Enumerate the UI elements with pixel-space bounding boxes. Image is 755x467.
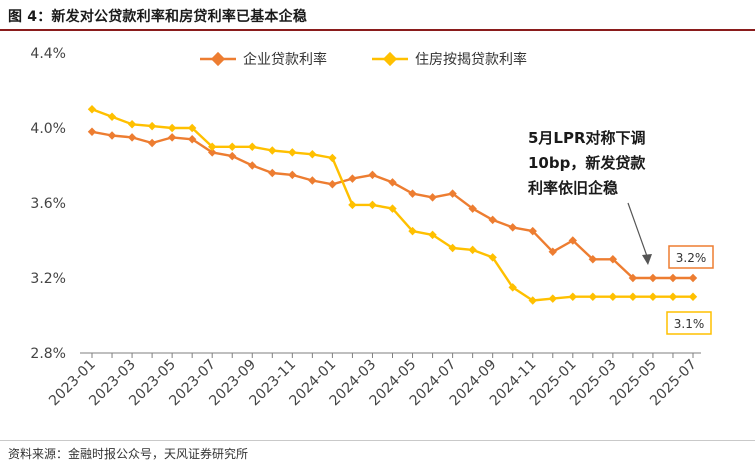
data-point-mortgage [348, 200, 357, 210]
legend-marker-mortgage [382, 51, 398, 67]
data-point-mortgage [588, 292, 598, 301]
data-point-mortgage [208, 142, 217, 151]
data-point-corporate [147, 138, 157, 148]
data-point-mortgage [288, 148, 297, 157]
data-point-corporate [107, 131, 117, 140]
data-point-mortgage [228, 142, 237, 151]
end-label-mortgage: 3.1% [666, 311, 712, 335]
data-point-corporate [568, 236, 577, 245]
lpr-annotation: 5月LPR对称下调 10bp，新发贷款 利率依旧企稳 [528, 129, 652, 265]
data-point-corporate [388, 178, 397, 187]
line-chart: 2.8% 3.2% 3.6% 4.0% 4.4% 2023-012023-032023-… [30, 46, 714, 409]
data-point-corporate [468, 204, 477, 213]
y-tick-label: 3.2% [30, 271, 66, 287]
end-label-box-corporate [668, 245, 714, 269]
data-point-corporate [248, 161, 257, 170]
data-point-corporate [688, 273, 698, 283]
end-label-text-corporate: 3.2% [676, 251, 707, 265]
x-axis-ticks: 2023-012023-032023-052023-072023-092023-… [46, 353, 700, 409]
data-point-mortgage [167, 123, 177, 133]
end-label-box-mortgage [666, 311, 712, 335]
data-point-corporate [528, 226, 537, 236]
y-tick-label: 4.0% [30, 121, 66, 137]
data-point-mortgage [488, 253, 497, 262]
data-point-mortgage [268, 146, 277, 155]
data-point-corporate [428, 193, 437, 202]
data-point-mortgage [548, 294, 557, 303]
annotation-arrow-head [642, 254, 652, 265]
y-axis-ticks: 2.8% 3.2% 3.6% 4.0% 4.4% [30, 46, 66, 362]
legend-marker-corporate [210, 51, 226, 67]
data-point-mortgage [248, 142, 257, 151]
data-point-corporate [228, 151, 237, 161]
data-point-corporate [288, 170, 297, 180]
data-point-corporate [628, 273, 638, 283]
figure-title: 图 4：新发对公贷款利率和房贷利率已基本企稳 [8, 9, 308, 25]
data-point-corporate [548, 247, 557, 256]
y-tick-label: 3.6% [30, 196, 66, 212]
source-note: 资料来源：金融时报公众号，天风证券研究所 [8, 447, 249, 461]
data-point-corporate [208, 148, 217, 157]
data-point-mortgage [388, 204, 397, 213]
footer-rule [0, 440, 755, 441]
data-point-mortgage [648, 292, 658, 301]
data-point-mortgage [308, 150, 317, 159]
legend: 企业贷款利率 住房按揭贷款利率 [200, 51, 527, 68]
data-point-mortgage [608, 292, 618, 301]
data-point-corporate [167, 133, 177, 142]
annotation-line-1: 5月LPR对称下调 [528, 129, 646, 147]
data-point-corporate [328, 180, 337, 189]
data-point-corporate [488, 215, 497, 225]
data-point-corporate [668, 273, 678, 283]
data-point-mortgage [428, 230, 437, 240]
annotation-arrow-line [627, 202, 649, 260]
data-point-corporate [87, 127, 97, 136]
data-point-mortgage [107, 112, 117, 121]
data-point-mortgage [328, 153, 337, 163]
data-point-mortgage [87, 105, 97, 114]
data-point-corporate [127, 133, 137, 142]
data-point-corporate [448, 189, 457, 198]
title-rule [0, 29, 755, 31]
data-point-mortgage [508, 283, 517, 292]
data-point-corporate [348, 174, 357, 183]
annotation-line-2: 10bp，新发贷款 [528, 154, 646, 172]
data-point-mortgage [628, 292, 638, 301]
data-point-mortgage [668, 292, 678, 301]
data-point-corporate [408, 189, 417, 198]
end-label-text-mortgage: 3.1% [674, 317, 705, 331]
y-tick-label: 2.8% [30, 346, 66, 362]
data-point-mortgage [468, 245, 477, 255]
data-point-mortgage [408, 226, 417, 236]
data-point-mortgage [688, 292, 698, 301]
data-point-corporate [268, 168, 277, 178]
data-point-corporate [308, 176, 317, 185]
legend-label-corporate: 企业贷款利率 [243, 51, 327, 68]
data-point-mortgage [528, 296, 537, 305]
data-point-mortgage [368, 200, 377, 210]
y-tick-label: 4.4% [30, 46, 66, 62]
data-point-mortgage [568, 292, 577, 301]
data-point-mortgage [147, 121, 157, 131]
data-point-mortgage [448, 243, 457, 253]
end-label-corporate: 3.2% [668, 245, 714, 269]
data-point-corporate [508, 223, 517, 232]
data-point-corporate [648, 273, 658, 283]
annotation-line-3: 利率依旧企稳 [528, 179, 618, 197]
data-point-mortgage [127, 120, 137, 129]
legend-label-mortgage: 住房按揭贷款利率 [415, 51, 527, 68]
data-point-corporate [368, 170, 377, 180]
